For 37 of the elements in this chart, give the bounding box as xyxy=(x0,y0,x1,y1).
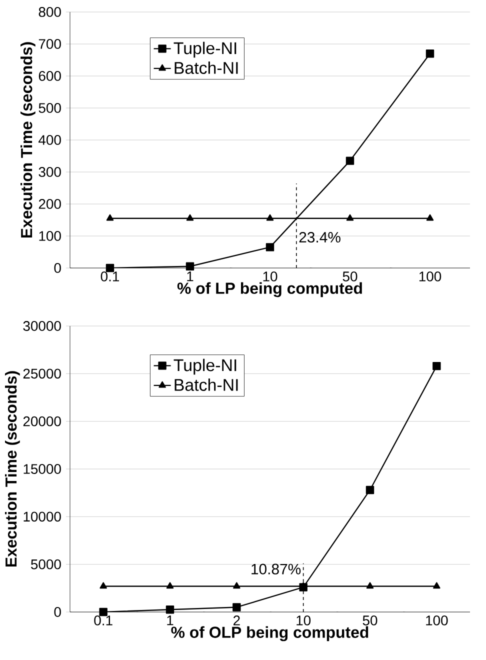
y-axis-title: Execution Time (seconds) xyxy=(5,371,20,567)
y-tick-label: 500 xyxy=(38,103,61,113)
x-tick-label: 100 xyxy=(426,616,448,626)
x-tick-label: 1 xyxy=(167,616,174,626)
y-tick-label: 700 xyxy=(38,39,61,49)
y-tick-label: 25000 xyxy=(23,368,61,379)
y-tick-label: 10000 xyxy=(24,512,61,522)
y-tick-label: 300 xyxy=(38,167,61,177)
annotation: 23.4% xyxy=(299,232,340,243)
annotation: 10.87% xyxy=(252,564,301,574)
x-tick-label: 50 xyxy=(362,616,378,626)
x-tick-label: 10 xyxy=(296,616,311,626)
y-tick-label: 0 xyxy=(54,263,61,273)
y-tick-label: 30000 xyxy=(23,321,61,331)
y-tick-label: 600 xyxy=(38,71,61,81)
y-tick-label: 5000 xyxy=(31,559,61,570)
x-axis-title: % of LP being computed xyxy=(177,282,362,298)
x-axis-title: % of OLP being computed xyxy=(171,626,368,642)
legend-label: Tuple-NI xyxy=(174,358,236,375)
y-tick-label: 0 xyxy=(54,607,61,617)
x-tick-label: 1 xyxy=(187,272,194,282)
x-tick-label: 2 xyxy=(233,616,240,626)
legend-label: Tuple-NI xyxy=(174,42,236,58)
x-tick-label: 10 xyxy=(263,272,278,282)
y-tick-label: 400 xyxy=(38,135,61,145)
y-tick-label: 800 xyxy=(38,7,61,17)
x-tick-label: 100 xyxy=(419,272,442,282)
y-tick-label: 100 xyxy=(39,231,61,241)
x-tick-label: 0.1 xyxy=(100,272,120,282)
legend-label: Batch-NI xyxy=(174,378,238,391)
x-tick-label: 50 xyxy=(342,272,358,282)
y-tick-label: 20000 xyxy=(23,416,61,426)
x-tick-label: 0.1 xyxy=(94,616,112,626)
y-axis-title: Execution Time (seconds) xyxy=(20,42,36,238)
legend-label: Batch-NI xyxy=(174,62,238,74)
y-tick-label: 15000 xyxy=(24,464,61,474)
y-tick-label: 200 xyxy=(38,199,61,209)
